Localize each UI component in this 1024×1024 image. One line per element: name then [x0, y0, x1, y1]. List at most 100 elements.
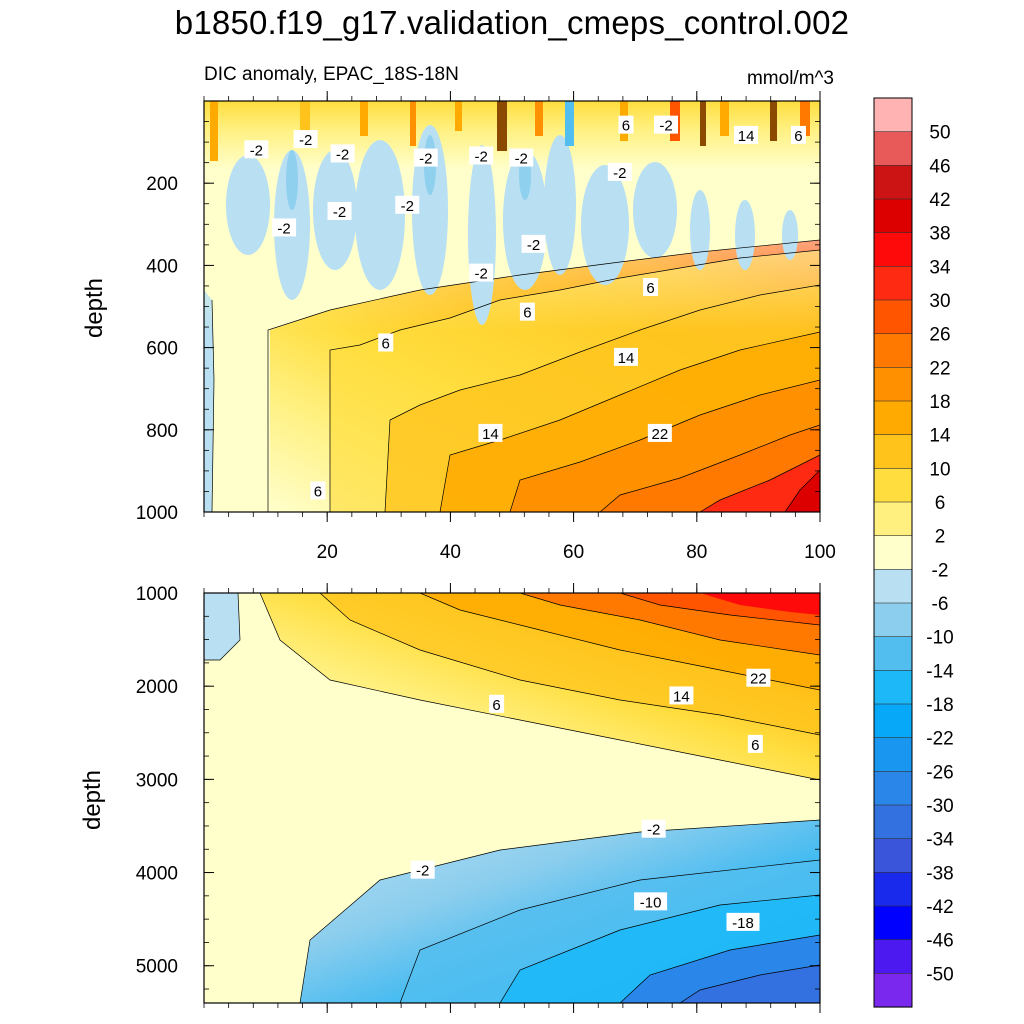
contour-label-text: 6	[622, 118, 630, 135]
colorbar-label: 10	[929, 459, 950, 480]
lower-contour-label: -18	[726, 912, 760, 932]
colorbar-swatch	[873, 299, 913, 335]
lower-contour-band-34	[700, 593, 820, 615]
contour-label-text: -2	[299, 132, 312, 149]
upper-ytick-label: 1000	[136, 503, 178, 524]
colorbar-label: -14	[926, 661, 954, 682]
colorbar-label: 26	[929, 325, 950, 346]
colorbar-swatch	[873, 838, 913, 873]
colorbar-label: 46	[929, 156, 950, 177]
colorbar-label: 22	[929, 358, 950, 379]
contour-label-bg	[519, 302, 535, 321]
contour-label-bg	[643, 278, 659, 297]
upper-panel	[204, 101, 820, 512]
colorbar-swatch	[873, 400, 913, 436]
contour-label-bg	[478, 423, 503, 442]
contour-label-bg	[618, 115, 634, 134]
xtick-label: 60	[563, 542, 584, 563]
colorbar-label: -30	[926, 796, 953, 817]
contour-label-bg	[310, 481, 326, 500]
upper-contour-label: -2	[272, 218, 297, 237]
contour-label-text: 14	[738, 128, 755, 145]
contour-label-text: -2	[613, 165, 626, 182]
upper-contour-label: 14	[734, 125, 759, 145]
lower-contour-label: 14	[669, 686, 694, 705]
axes-layer: 200 400 600 800 1000 20 40 60 80 100 1000 2000 3000 4…	[136, 91, 836, 1013]
contour-label-bg	[607, 162, 632, 181]
upper-contour-label: -2	[469, 263, 494, 283]
units-label: mmol/m^3	[746, 68, 834, 89]
colorbar-label: 18	[929, 392, 950, 413]
contour-label-text: 14	[482, 426, 499, 443]
contour-label-bg	[395, 195, 420, 214]
colorbar: 50 46 42 38 34 30 26 22 18 14 10 6 2 -2 -6 -10 -14 -18 -22…	[873, 97, 954, 1008]
upper-contour-label: 6	[618, 115, 634, 135]
contour-labels-layer: -2 -2 -2 -2 -2 -2 -2 -2 -2 -2 -2 -2 -2 6 14 6 6 6 6 14 14 22 6…	[244, 115, 806, 932]
xtick-label: 20	[317, 542, 338, 563]
contour-label-text: 6	[751, 737, 759, 754]
upper-contour-label: -2	[395, 195, 420, 215]
contour-label-bg	[410, 860, 435, 879]
xtick-label: 80	[686, 542, 707, 563]
lower-plot-frame	[203, 592, 821, 1004]
colorbar-swatch	[873, 97, 913, 133]
contour-label-bg	[641, 819, 666, 838]
colorbar-swatch	[873, 703, 913, 739]
contour-label-text: -2	[416, 863, 429, 880]
contour-label-text: -2	[250, 142, 263, 159]
contour-label-text: -18	[732, 915, 754, 932]
colorbar-swatch	[873, 367, 913, 402]
colorbar-swatch	[873, 165, 913, 200]
colorbar-swatch	[873, 569, 913, 604]
lower-contour-lines	[204, 593, 820, 1003]
contour-label-bg	[489, 694, 505, 713]
contour-label-bg	[413, 148, 438, 167]
colorbar-label: -38	[926, 863, 953, 884]
colorbar-swatch	[873, 636, 913, 671]
colorbar-label: 42	[929, 190, 950, 211]
colorbar-label: -2	[932, 560, 949, 581]
upper-contour-label: 6	[519, 302, 535, 322]
colorbar-label: -34	[926, 830, 954, 851]
contour-label-bg	[469, 146, 494, 165]
contour-label-text: 22	[651, 426, 668, 443]
upper-contour-band-30	[700, 455, 820, 512]
upper-ytick-label: 800	[146, 421, 178, 442]
contour-label-bg	[790, 125, 806, 144]
contour-label-bg	[521, 234, 546, 253]
contour-label-text: 6	[646, 280, 654, 297]
lower-ytick-label: 5000	[136, 957, 178, 978]
contour-label-bg	[244, 140, 269, 159]
colorbar-swatch	[873, 939, 913, 974]
upper-contour-label: 6	[643, 278, 659, 297]
lower-contour-band-minus30	[680, 965, 820, 1003]
colorbar-label: -18	[926, 695, 953, 716]
upper-contour-label: -2	[413, 148, 438, 168]
contour-label-text: -2	[515, 151, 528, 168]
colorbar-label: 50	[929, 123, 950, 144]
contour-label-bg	[726, 912, 760, 931]
colorbar-swatch	[873, 602, 913, 638]
upper-left-blue-region	[204, 290, 214, 512]
upper-contour-label: -2	[654, 115, 678, 135]
contour-label-text: -2	[475, 266, 488, 283]
colorbar-swatch	[873, 905, 913, 941]
colorbar-label: 38	[929, 224, 950, 245]
contour-label-bg	[293, 130, 318, 149]
contour-label-bg	[746, 668, 771, 687]
colorbar-label: 14	[929, 426, 951, 447]
colorbar-swatch	[873, 333, 913, 368]
chart-title: b1850.f19_g17.validation_cmeps_control.0…	[174, 4, 850, 41]
contour-label-bg	[613, 347, 638, 366]
contour-label-bg	[509, 148, 534, 167]
contour-label-text: 14	[618, 350, 635, 367]
contour-label-text: 6	[314, 483, 322, 500]
upper-contour-label: 6	[310, 481, 326, 500]
contour-label-text: -2	[333, 204, 346, 221]
contour-label-bg	[272, 218, 297, 237]
lower-ytick-label: 1000	[136, 584, 178, 605]
colorbar-swatch	[873, 737, 913, 772]
colorbar-swatch	[873, 804, 913, 840]
